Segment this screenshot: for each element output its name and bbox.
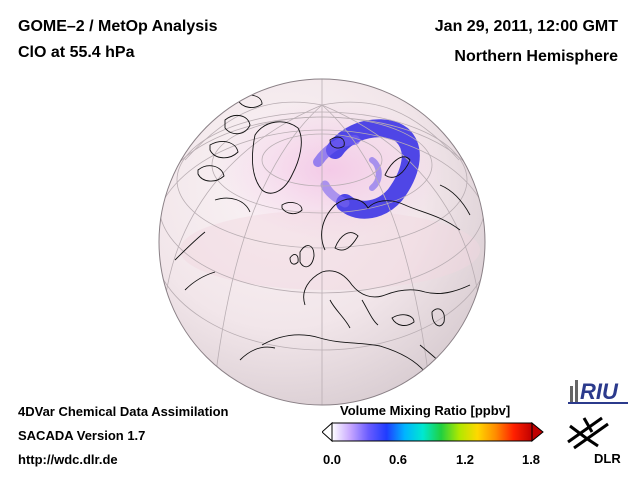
region-label: Northern Hemisphere	[454, 48, 618, 65]
clo-haze-band	[180, 210, 480, 290]
species-label: ClO at 55.4 hPa	[18, 44, 135, 61]
colorbar-low-arrow	[322, 422, 333, 443]
datetime-label: Jan 29, 2011, 12:00 GMT	[434, 18, 618, 35]
map-title: GOME–2 / MetOp Analysis	[18, 18, 218, 35]
colorbar-tick-2: 1.2	[455, 452, 475, 467]
colorbar-high-arrow	[531, 422, 544, 443]
url-link[interactable]: http://wdc.dlr.de	[18, 452, 118, 467]
method-label: 4DVar Chemical Data Assimilation	[18, 404, 229, 419]
riu-logo: RIU	[568, 379, 628, 404]
riu-logo-text: RIU	[580, 379, 619, 404]
coastlines	[174, 94, 471, 381]
colorbar-tick-1: 0.6	[388, 452, 408, 467]
colorbar-tick-3: 1.8	[521, 452, 541, 467]
colorbar-tick-0: 0.0	[322, 452, 342, 467]
dlr-logo	[567, 416, 609, 450]
globe-outline	[158, 78, 486, 406]
dlr-logo-text: DLR	[594, 451, 621, 466]
clo-vortex	[313, 119, 420, 219]
colorbar	[322, 422, 544, 443]
version-label: SACADA Version 1.7	[18, 428, 146, 443]
colorbar-title: Volume Mixing Ratio [ppbv]	[340, 403, 511, 418]
colorbar-gradient	[331, 422, 533, 442]
